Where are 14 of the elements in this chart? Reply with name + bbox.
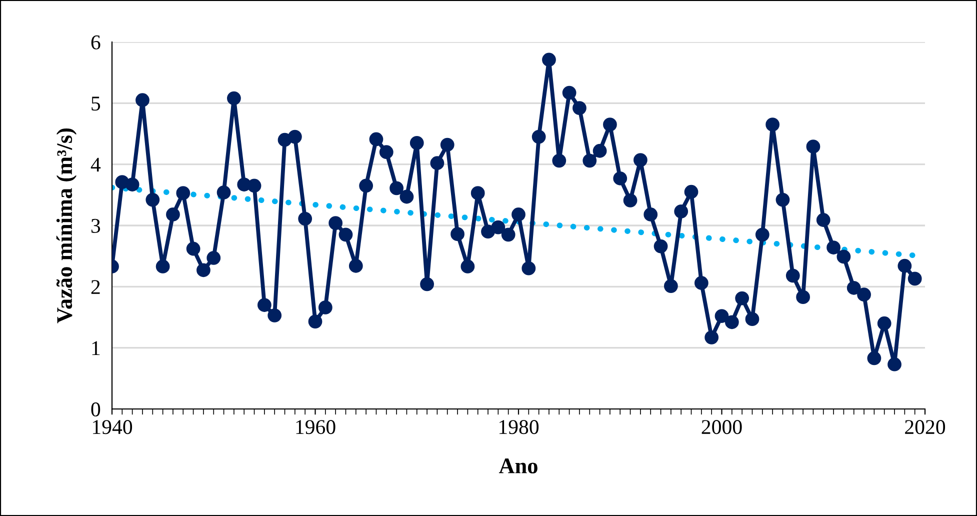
- y-tick-label: 6: [91, 35, 100, 50]
- y-tick-label: 2: [91, 280, 100, 294]
- y-axis-title: Vazão mínima (m³/s): [56, 128, 77, 324]
- y-tick-label: 4: [90, 158, 101, 172]
- y-tick-label: 5: [92, 96, 100, 111]
- x-tick-label: 1960: [296, 420, 336, 434]
- y-tick-label: 1: [92, 341, 100, 356]
- x-axis-title: Ano: [498, 458, 538, 474]
- x-tick-label: 2000: [702, 420, 742, 434]
- x-tick-label: 1940: [93, 420, 132, 434]
- y-tick-label: 0: [91, 402, 100, 416]
- x-tick-label: 2020: [905, 420, 946, 434]
- x-tick-label: 1980: [500, 420, 539, 434]
- y-tick-label: 3: [91, 218, 100, 233]
